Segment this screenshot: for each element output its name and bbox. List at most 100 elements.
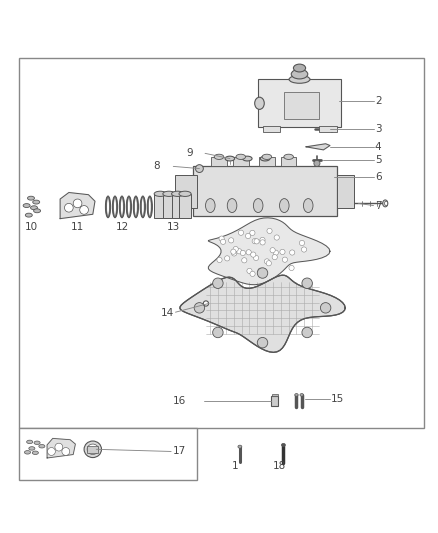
Circle shape <box>47 448 55 455</box>
Ellipse shape <box>282 443 286 447</box>
Circle shape <box>237 249 242 254</box>
Polygon shape <box>306 144 330 150</box>
Bar <box>306 167 334 177</box>
Text: 3: 3 <box>375 124 381 134</box>
Circle shape <box>302 327 312 338</box>
Ellipse shape <box>133 196 138 218</box>
Ellipse shape <box>29 447 35 450</box>
Text: 1: 1 <box>232 461 239 471</box>
Ellipse shape <box>253 199 263 213</box>
Circle shape <box>289 265 294 271</box>
Ellipse shape <box>227 199 237 213</box>
Ellipse shape <box>113 196 117 218</box>
Circle shape <box>270 248 275 253</box>
Ellipse shape <box>84 441 102 457</box>
Text: 4: 4 <box>375 142 381 152</box>
Circle shape <box>321 303 331 313</box>
Bar <box>179 194 191 218</box>
Ellipse shape <box>205 199 215 213</box>
Ellipse shape <box>295 393 298 396</box>
Circle shape <box>260 237 265 243</box>
Ellipse shape <box>120 197 123 216</box>
Text: 14: 14 <box>161 308 174 318</box>
Ellipse shape <box>291 69 308 79</box>
Circle shape <box>251 252 256 257</box>
Ellipse shape <box>304 199 313 213</box>
Circle shape <box>302 278 312 288</box>
Circle shape <box>213 278 223 288</box>
Circle shape <box>194 303 205 313</box>
Polygon shape <box>60 192 95 219</box>
Circle shape <box>257 337 268 348</box>
Circle shape <box>254 255 259 261</box>
Circle shape <box>240 251 245 255</box>
Circle shape <box>55 443 63 451</box>
Ellipse shape <box>23 204 30 207</box>
Circle shape <box>258 268 263 273</box>
Bar <box>176 175 197 208</box>
Circle shape <box>314 160 320 166</box>
Ellipse shape <box>126 196 131 218</box>
Ellipse shape <box>289 76 310 83</box>
Ellipse shape <box>284 154 293 159</box>
Bar <box>193 166 336 216</box>
Ellipse shape <box>163 191 175 197</box>
Text: 12: 12 <box>116 222 129 232</box>
Ellipse shape <box>225 156 235 161</box>
Text: 15: 15 <box>331 394 345 404</box>
Bar <box>19 427 197 480</box>
Text: 8: 8 <box>154 161 160 172</box>
Text: 17: 17 <box>173 447 186 456</box>
Bar <box>211 157 227 166</box>
Ellipse shape <box>114 197 116 216</box>
Circle shape <box>274 235 279 240</box>
Circle shape <box>213 327 223 338</box>
Circle shape <box>229 238 234 243</box>
Bar <box>87 446 98 453</box>
Ellipse shape <box>260 156 270 161</box>
Circle shape <box>260 240 265 245</box>
Ellipse shape <box>383 200 388 207</box>
Circle shape <box>272 255 277 260</box>
Circle shape <box>254 239 259 244</box>
Circle shape <box>231 249 236 254</box>
Ellipse shape <box>214 154 224 159</box>
Ellipse shape <box>32 451 39 455</box>
Circle shape <box>195 165 203 173</box>
Circle shape <box>245 233 251 239</box>
Text: 9: 9 <box>186 148 193 158</box>
Circle shape <box>257 268 268 278</box>
Polygon shape <box>208 218 330 285</box>
Text: 7: 7 <box>375 200 381 211</box>
Ellipse shape <box>279 199 289 213</box>
Circle shape <box>220 239 226 245</box>
Circle shape <box>217 257 222 263</box>
Bar <box>284 92 319 118</box>
Text: 6: 6 <box>375 172 381 182</box>
Bar <box>271 396 278 406</box>
Circle shape <box>252 239 258 244</box>
Bar <box>336 175 354 208</box>
Ellipse shape <box>262 154 272 159</box>
Circle shape <box>250 230 255 236</box>
Ellipse shape <box>154 191 166 197</box>
Bar <box>154 194 166 218</box>
Ellipse shape <box>33 200 40 204</box>
Bar <box>259 157 275 166</box>
Ellipse shape <box>28 196 35 200</box>
Text: 5: 5 <box>375 155 381 165</box>
Ellipse shape <box>172 191 184 197</box>
Bar <box>172 194 184 218</box>
Circle shape <box>299 240 304 246</box>
Polygon shape <box>180 275 345 352</box>
Ellipse shape <box>141 197 144 216</box>
Circle shape <box>232 251 237 256</box>
Ellipse shape <box>25 213 32 217</box>
Ellipse shape <box>25 450 31 454</box>
Text: 10: 10 <box>25 222 39 232</box>
Bar <box>281 157 297 166</box>
Circle shape <box>290 250 295 255</box>
Text: 18: 18 <box>273 461 286 471</box>
Ellipse shape <box>107 197 110 216</box>
Text: 16: 16 <box>173 396 186 406</box>
